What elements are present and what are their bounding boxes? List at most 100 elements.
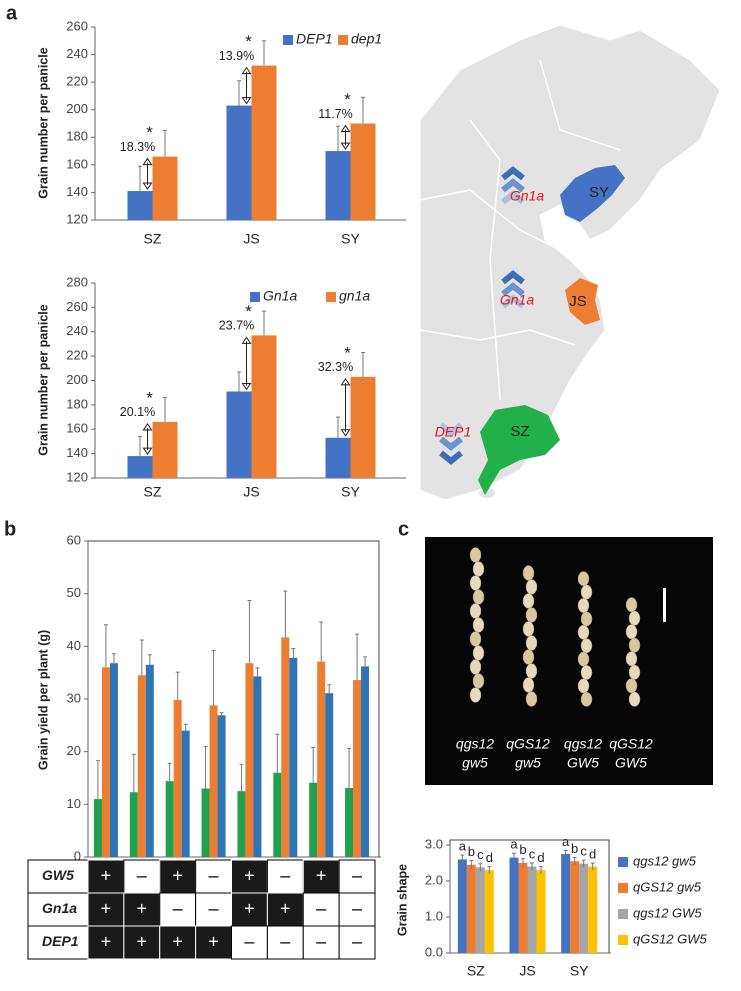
y-tick-label: 140 <box>66 184 88 199</box>
legend-label: Gn1a <box>263 288 297 304</box>
grain <box>628 610 641 626</box>
grain <box>472 589 485 605</box>
grain <box>522 677 535 693</box>
difference-label: 23.7% <box>219 319 254 333</box>
bar <box>518 863 528 953</box>
bar <box>165 781 174 857</box>
table-cell <box>266 925 304 960</box>
scale-bar <box>663 588 666 622</box>
grain <box>525 635 538 651</box>
grain <box>577 598 590 613</box>
y-tick-label: 200 <box>66 101 88 116</box>
bar <box>475 867 485 953</box>
cell-sign: + <box>244 865 255 885</box>
grain <box>580 611 593 627</box>
difference-label: 11.7% <box>318 107 353 121</box>
arrow-head <box>142 423 153 431</box>
y-tick-label: 0 <box>74 848 81 863</box>
x-tick-label: SZ <box>144 484 162 500</box>
grain <box>522 621 535 637</box>
bar <box>245 663 254 857</box>
map-border <box>469 119 501 401</box>
y-tick-label: 30 <box>67 690 81 705</box>
map-border <box>539 59 621 151</box>
grain <box>580 638 593 654</box>
bar <box>129 792 138 857</box>
y-tick-label: 20 <box>67 743 81 758</box>
cell-sign: + <box>208 931 219 951</box>
legend-label: DEP1 <box>296 31 333 47</box>
province-sz <box>478 405 560 495</box>
difference-label: 13.9% <box>219 49 254 63</box>
table-cell <box>302 892 340 927</box>
y-tick-label: 40 <box>67 638 81 653</box>
table-cell <box>27 925 89 960</box>
grain <box>577 624 590 640</box>
significance-letter: a <box>510 837 518 852</box>
arrow-head <box>241 97 252 105</box>
y-tick-label: 160 <box>66 421 88 436</box>
photo-label: qGS12 <box>609 736 653 752</box>
photo-label: qGS12 <box>506 736 550 752</box>
significance-marker: * <box>245 32 252 51</box>
significance-marker: * <box>146 388 153 407</box>
y-tick-label: 0.0 <box>425 944 443 959</box>
legend-label: qGS12 gw5 <box>633 879 702 894</box>
bar <box>253 676 262 857</box>
significance-letter: d <box>486 850 493 865</box>
x-tick-label: JS <box>519 963 535 979</box>
table-cell <box>195 859 232 894</box>
grain <box>469 631 482 647</box>
table-cell <box>87 892 125 927</box>
x-tick-label: JS <box>243 231 259 247</box>
grain <box>522 593 535 609</box>
table-cell <box>123 892 161 927</box>
grain <box>577 678 590 694</box>
grain <box>469 547 482 563</box>
y-tick-label: 3.0 <box>425 836 443 851</box>
cell-sign: – <box>316 931 326 951</box>
cell-sign: – <box>316 898 326 918</box>
bar <box>289 657 298 857</box>
bar <box>350 123 376 220</box>
grain <box>577 571 590 587</box>
bar <box>217 715 226 857</box>
legend-label: qGS12 GW5 <box>633 931 707 946</box>
legend-swatch <box>250 292 260 302</box>
y-tick-label: 1.0 <box>425 908 443 923</box>
x-tick-label: SY <box>341 484 360 500</box>
photo-label: GW5 <box>567 755 599 771</box>
bar <box>93 799 102 857</box>
arrow-head <box>340 429 351 437</box>
photo-label: gw5 <box>515 755 541 771</box>
province-label: SZ <box>510 423 529 440</box>
grain <box>580 665 593 680</box>
cell-sign: + <box>101 865 112 885</box>
bar <box>536 870 546 953</box>
bar <box>579 863 589 953</box>
panel-label: a <box>6 2 18 24</box>
row-label: DEP1 <box>42 933 79 949</box>
table-cell <box>87 859 125 894</box>
province-sy <box>560 165 625 222</box>
bar <box>209 705 218 857</box>
bar <box>484 870 494 953</box>
arrow-head <box>142 182 153 190</box>
difference-label: 32.3% <box>318 360 353 374</box>
y-tick-label: 200 <box>66 372 88 387</box>
arrow-head <box>340 124 351 132</box>
map-border <box>419 329 576 346</box>
bar <box>273 772 282 857</box>
legend-swatch <box>618 935 628 945</box>
cell-sign: – <box>352 898 362 918</box>
significance-marker: * <box>344 90 351 109</box>
gene-label: Gn1a <box>500 292 534 308</box>
cell-sign: + <box>280 898 291 918</box>
table-cell <box>231 859 268 894</box>
photo-label: gw5 <box>462 755 488 771</box>
y-tick-label: 280 <box>66 274 88 289</box>
gene-label: DEP1 <box>435 424 472 440</box>
y-tick-label: 180 <box>66 396 88 411</box>
gene-label: Gn1a <box>510 188 544 204</box>
bar <box>588 866 598 953</box>
